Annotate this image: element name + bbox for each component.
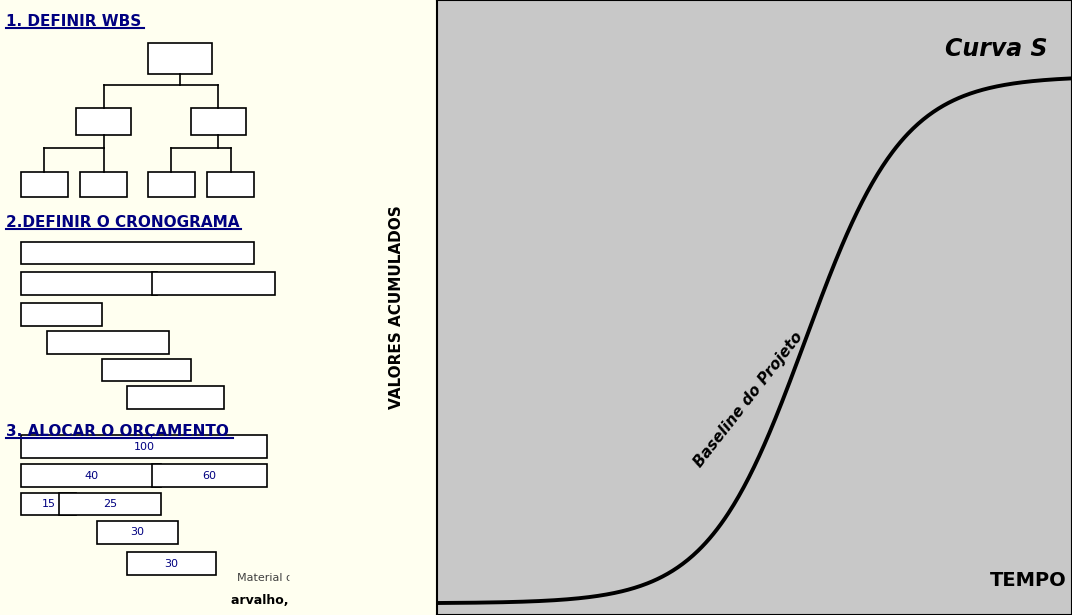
Bar [191,108,245,135]
Bar [46,331,169,354]
Text: 15: 15 [42,499,56,509]
Text: Baseline do Projeto: Baseline do Projeto [691,330,806,470]
Text: 25: 25 [103,499,117,509]
Bar [21,242,254,264]
Text: VALORES ACUMULADOS: VALORES ACUMULADOS [389,205,404,410]
Bar [21,303,102,326]
Bar [208,172,254,197]
Text: 60: 60 [203,470,217,481]
Bar [152,272,276,295]
Bar [128,552,215,575]
Text: 30: 30 [164,558,179,569]
Bar [80,172,126,197]
Text: arvalho, M.: arvalho, M. [230,594,310,607]
Bar [59,493,161,515]
Text: 100: 100 [134,442,154,452]
Bar [76,108,131,135]
Text: 1. DEFINIR WBS: 1. DEFINIR WBS [6,14,142,28]
Text: 30: 30 [131,527,145,538]
Bar [148,43,212,74]
Bar [21,493,76,515]
Bar [21,272,157,295]
Text: 2.DEFINIR O CRONOGRAMA: 2.DEFINIR O CRONOGRAMA [6,215,240,230]
Text: TEMPO: TEMPO [989,571,1067,590]
Text: Material de: Material de [237,573,300,583]
Bar [148,172,195,197]
Text: 3. ALOCAR O ORÇAMENTO: 3. ALOCAR O ORÇAMENTO [6,424,229,439]
Bar [21,172,68,197]
Bar [152,464,267,487]
Text: Curva S: Curva S [946,37,1047,61]
Bar [102,359,191,381]
Bar [21,435,267,458]
Text: 40: 40 [84,470,99,481]
Bar [21,464,161,487]
Polygon shape [289,0,450,615]
Bar [98,521,178,544]
Bar [128,386,224,409]
